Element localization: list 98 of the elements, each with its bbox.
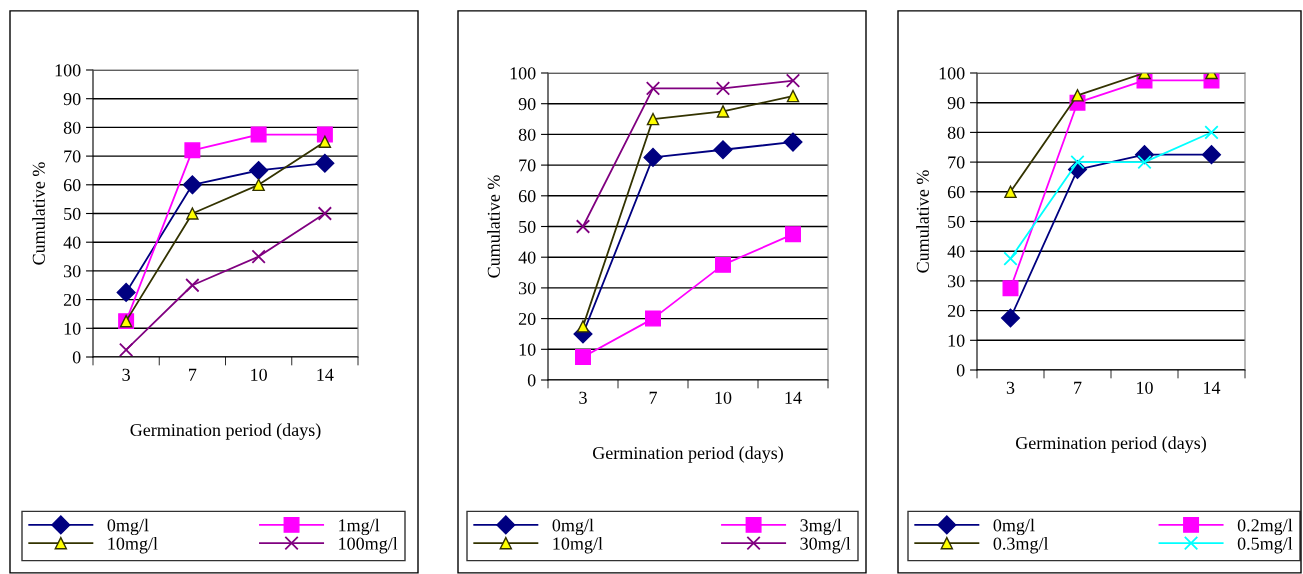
y-tick-label: 80 <box>518 128 536 141</box>
point <box>252 178 265 192</box>
point <box>716 105 730 118</box>
x-tick-label: 10 <box>715 391 732 404</box>
point <box>786 89 800 103</box>
legend-label: 0mg/l <box>993 518 1035 536</box>
y-tick-label: 20 <box>947 304 965 318</box>
legend-label: 0mg/l <box>552 518 594 536</box>
legend-label: 1mg/l <box>339 518 380 536</box>
y-tick-label: 30 <box>64 265 81 278</box>
y-tick-label: 100 <box>510 67 536 80</box>
y-tick-label: 10 <box>948 334 965 347</box>
point <box>318 135 332 149</box>
legend-label: 100mg/l <box>339 537 398 554</box>
point <box>713 140 733 160</box>
legend-label: 10mg/l <box>108 537 158 554</box>
y-tick-label: 0 <box>72 351 81 364</box>
y-tick-label: 100 <box>55 64 81 77</box>
y-tick-label: 90 <box>63 92 81 106</box>
legend-label: 3mg/l <box>800 518 842 536</box>
point <box>1071 89 1084 102</box>
point <box>317 206 333 221</box>
y-axis-title: Cumulative % <box>32 162 45 265</box>
y-tick-label: 50 <box>948 215 965 228</box>
point <box>643 147 663 167</box>
y-tick-label: 70 <box>519 159 536 172</box>
x-tick-label: 14 <box>1204 381 1221 394</box>
y-tick-label: 60 <box>947 186 965 199</box>
x-tick-label: 10 <box>1137 381 1153 394</box>
y-tick-label: 60 <box>63 179 81 192</box>
x-axis-title: Germination period (days) <box>592 446 783 463</box>
x-tick-label: 3 <box>1006 381 1015 394</box>
point <box>182 175 202 195</box>
point <box>1000 308 1021 328</box>
x-tick-label: 7 <box>649 391 657 404</box>
y-tick-label: 80 <box>947 126 965 139</box>
x-tick-label: 14 <box>785 391 802 404</box>
legend-label: 10mg/l <box>553 537 603 554</box>
x-axis-title: Germination period (days) <box>1015 436 1206 453</box>
y-tick-label: 40 <box>63 236 81 249</box>
point <box>1201 145 1222 165</box>
point <box>184 142 201 159</box>
point <box>715 81 731 96</box>
point <box>575 219 591 234</box>
x-tick-label: 7 <box>1074 381 1082 394</box>
y-tick-label: 70 <box>64 150 81 163</box>
point <box>250 126 267 143</box>
point <box>251 249 266 264</box>
y-tick-label: 10 <box>519 343 536 356</box>
y-tick-label: 0 <box>956 364 965 377</box>
point <box>785 226 801 243</box>
point <box>715 256 731 273</box>
point <box>315 153 335 173</box>
y-tick-label: 50 <box>64 207 81 220</box>
point <box>646 112 660 126</box>
x-tick-label: 14 <box>317 368 334 381</box>
y-axis-title: Cumulative % <box>487 175 500 278</box>
y-tick-label: 0 <box>527 374 536 387</box>
legend-label: 30mg/l <box>800 537 851 554</box>
point <box>186 207 199 220</box>
point <box>645 81 661 96</box>
point <box>249 160 269 180</box>
point <box>575 348 591 365</box>
y-tick-label: 20 <box>518 312 536 326</box>
x-tick-label: 7 <box>189 368 197 381</box>
y-tick-label: 50 <box>519 220 536 233</box>
x-axis-title: Germination period (days) <box>130 423 321 440</box>
legend-label: 0mg/l <box>107 518 149 536</box>
y-axis-title: Cumulative % <box>916 170 929 273</box>
y-tick-label: 30 <box>948 275 965 288</box>
point <box>576 320 590 333</box>
point <box>185 278 200 293</box>
point <box>1204 125 1219 140</box>
y-tick-label: 100 <box>939 67 965 80</box>
y-tick-label: 60 <box>518 190 536 203</box>
y-tick-label: 90 <box>947 96 965 110</box>
point <box>118 342 134 357</box>
x-tick-label: 3 <box>579 391 587 404</box>
y-tick-label: 90 <box>518 97 536 111</box>
point <box>1003 251 1018 266</box>
point <box>116 282 136 302</box>
y-tick-label: 40 <box>518 251 536 264</box>
y-tick-label: 40 <box>947 245 965 258</box>
legend-label: 0.2mg/l <box>1237 518 1293 536</box>
point <box>1004 185 1017 199</box>
y-tick-label: 20 <box>63 293 81 307</box>
y-tick-label: 30 <box>519 282 536 295</box>
x-tick-label: 10 <box>251 368 267 381</box>
legend-label: 0.3mg/l <box>993 537 1049 554</box>
point <box>785 73 801 88</box>
y-tick-label: 70 <box>948 156 965 169</box>
y-tick-label: 10 <box>64 322 81 335</box>
y-tick-label: 80 <box>63 121 81 134</box>
legend-label: 0.5mg/l <box>1237 537 1293 554</box>
point <box>645 310 661 327</box>
point <box>1002 280 1019 297</box>
x-tick-label: 3 <box>122 368 130 381</box>
point <box>783 132 803 152</box>
